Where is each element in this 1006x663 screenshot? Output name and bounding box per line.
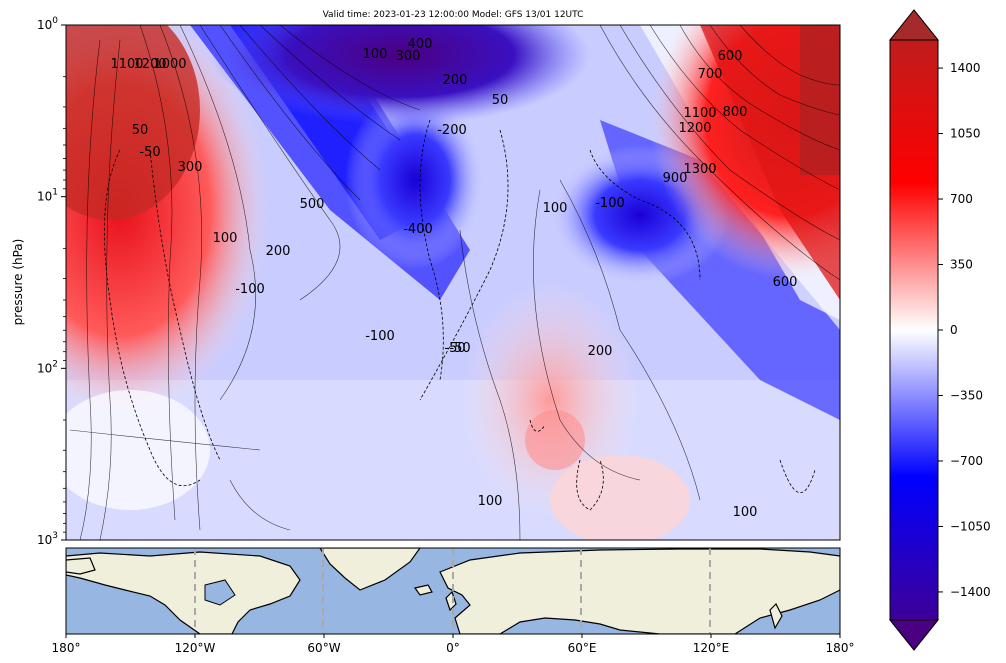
colorbar-tick-label: −350	[950, 388, 983, 402]
contour-label: 600	[773, 275, 798, 290]
colorbar-ticks: 1400 1050 700 350 0 −350 −700 −1050 −1400	[938, 61, 991, 599]
world-map	[66, 548, 840, 634]
contour-label: 200	[588, 344, 613, 359]
map-gridlines	[194, 548, 711, 634]
y-axis-label: pressure (hPa)	[11, 239, 25, 326]
x-tick-label: 180°	[52, 641, 81, 655]
x-tick-label: 60°W	[307, 641, 340, 655]
contour-label: 100	[363, 47, 388, 62]
contour-label: 300	[178, 160, 203, 175]
x-tick-label: 180°	[826, 641, 855, 655]
contour-label: -400	[403, 222, 433, 237]
contour-label: 100	[733, 505, 758, 520]
contour-label: 500	[300, 197, 325, 212]
colorbar-tick-label: −1050	[950, 519, 991, 533]
contour-label: 900	[663, 171, 688, 186]
contour-label: 1000	[153, 57, 186, 72]
contour-label: 300	[396, 49, 421, 64]
chart-title: Valid time: 2023-01-23 12:00:00 Model: G…	[323, 10, 584, 20]
colorbar-tick-label: 0	[950, 323, 958, 337]
colorbar-bottom-extend	[888, 619, 940, 651]
y-tick-label: 102	[37, 359, 58, 375]
colorbar-tick-label: 1050	[950, 127, 981, 141]
x-axis: 180° 120°W 60°W 0° 60°E 120°E 180°	[52, 634, 855, 655]
contour-label: -100	[235, 282, 265, 297]
colorbar-tick-label: −1400	[950, 585, 991, 599]
contour-label: 400	[408, 37, 433, 52]
contour-labels: 10040030020050010001100120050-50-200-400…	[110, 37, 797, 520]
contour-label: -50	[139, 145, 160, 160]
colorbar-top-extend	[888, 9, 940, 41]
contour-label: 800	[723, 105, 748, 120]
main-axes-frame	[65, 24, 841, 541]
contour-label: 100	[543, 201, 568, 216]
contour-label: 1100	[110, 57, 143, 72]
colorbar-tick-label: −700	[950, 454, 983, 468]
map-land	[66, 548, 840, 634]
contour-label: 600	[718, 49, 743, 64]
colorbar-tick-label: 350	[950, 258, 973, 272]
colorbar-body	[889, 9, 939, 651]
contour-label: -100	[595, 196, 625, 211]
y-tick-label: 100	[37, 16, 58, 32]
cross-section-field	[66, 25, 840, 540]
contour-label: 1300	[683, 162, 716, 177]
contour-label: 50	[492, 93, 509, 108]
contour-label: 1200	[678, 121, 711, 136]
contour-label: 200	[266, 244, 291, 259]
colorbar: 1400 1050 700 350 0 −350 −700 −1050 −1400	[888, 9, 991, 651]
contour-label: -100	[365, 329, 395, 344]
x-tick-label: 0°	[446, 641, 460, 655]
contour-label: 100	[213, 231, 238, 246]
contour-label: 200	[443, 73, 468, 88]
contour-label: 1200	[133, 57, 166, 72]
hudson-bay	[204, 579, 236, 606]
colorbar-tick-label: 1400	[950, 61, 981, 75]
contour-label: -50	[444, 341, 465, 356]
contour-label: 100	[478, 494, 503, 509]
y-axis: 100 101 102 103	[37, 16, 66, 547]
dashed-contours	[103, 119, 816, 511]
x-tick-label: 60°E	[568, 641, 597, 655]
contour-label: -50	[449, 341, 470, 356]
contour-label: 50	[132, 123, 149, 138]
contour-label: 1100	[683, 106, 716, 121]
colorbar-tick-label: 700	[950, 192, 973, 206]
y-tick-label: 101	[37, 188, 58, 204]
x-tick-label: 120°E	[693, 641, 730, 655]
contour-label: -200	[437, 123, 467, 138]
contour-label: 700	[698, 67, 723, 82]
y-tick-label: 103	[37, 531, 58, 547]
x-tick-label: 120°W	[175, 641, 216, 655]
contour-lines	[69, 25, 840, 540]
